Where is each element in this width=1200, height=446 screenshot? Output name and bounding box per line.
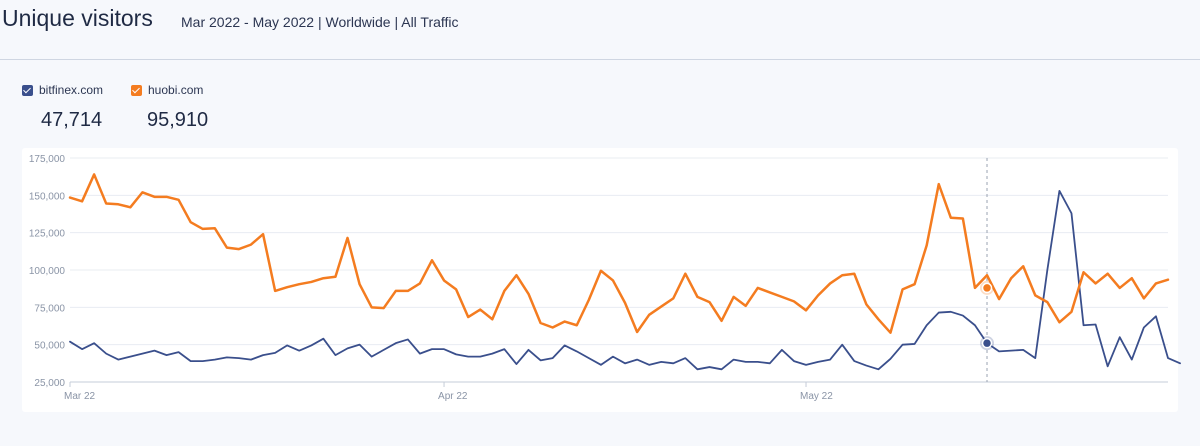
y-tick-label: 125,000 <box>29 229 66 240</box>
legend-item-bitfinex[interactable]: bitfinex.com <box>22 83 103 97</box>
series-line-huobi-com <box>68 173 1170 334</box>
report-filters: Mar 2022 - May 2022 | Worldwide | All Tr… <box>181 14 459 30</box>
x-tick-label: Mar 22 <box>64 391 96 402</box>
y-tick-label: 25,000 <box>34 378 65 389</box>
y-tick-label: 50,000 <box>34 341 65 352</box>
total-bitfinex: 47,714 <box>41 109 103 131</box>
checkbox-icon[interactable] <box>22 84 33 96</box>
y-tick-label: 150,000 <box>29 191 66 202</box>
hover-marker <box>981 337 993 349</box>
chart-card <box>22 148 1178 412</box>
legend-label: bitfinex.com <box>39 83 104 97</box>
total-huobi: 95,910 <box>147 109 209 131</box>
page-title: Unique visitors <box>2 5 153 31</box>
report-header: Unique visitors Mar 2022 - May 2022 | Wo… <box>0 0 1200 60</box>
x-tick-label: Apr 22 <box>438 391 468 402</box>
x-tick-label: May 22 <box>800 391 833 402</box>
legend-label: huobi.com <box>148 83 204 97</box>
legend-item-huobi[interactable]: huobi.com <box>131 83 203 97</box>
y-tick-label: 75,000 <box>34 303 65 314</box>
y-tick-label: 175,000 <box>29 154 66 165</box>
series-line-bitfinex-com <box>69 189 1181 371</box>
y-tick-label: 100,000 <box>29 266 66 277</box>
checkbox-icon[interactable] <box>131 84 142 96</box>
hover-marker <box>981 282 993 294</box>
